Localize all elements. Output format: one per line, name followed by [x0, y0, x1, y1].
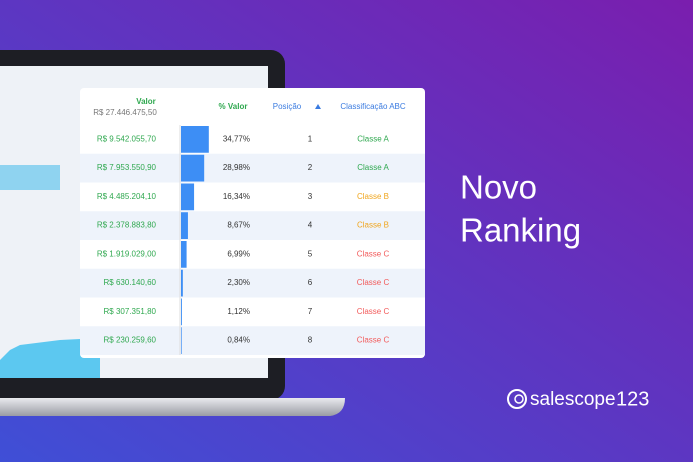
cell-class: Classe A [357, 134, 389, 143]
cell-position: 2 [308, 163, 313, 172]
cell-valor: R$ 9.542.055,70 [97, 134, 157, 143]
share-bar [181, 327, 182, 354]
sort-icon[interactable] [315, 104, 321, 109]
cell-class: Classe C [357, 249, 390, 258]
logo-icon-inner [514, 394, 524, 404]
share-bar [181, 298, 182, 326]
cell-class: Classe A [357, 163, 389, 172]
cell-position: 1 [308, 134, 313, 143]
cell-position: 4 [308, 221, 313, 230]
cell-share: 34,77% [223, 134, 250, 143]
cell-share: 8,67% [227, 221, 250, 230]
laptop-base [0, 398, 345, 416]
cell-class: Classe B [357, 221, 389, 230]
screen-area [0, 338, 100, 378]
cell-valor: R$ 4.485.204,10 [97, 192, 157, 201]
cell-share: 2,30% [227, 278, 250, 287]
cell-share: 28,98% [223, 163, 250, 172]
cell-position: 8 [308, 336, 313, 345]
share-bar [181, 269, 183, 297]
headline-line1: Novo [460, 169, 537, 206]
cell-class: Classe C [357, 336, 390, 345]
share-bar [181, 154, 205, 182]
header-position: Posição [273, 102, 302, 111]
cell-position: 6 [308, 278, 313, 287]
share-bar [181, 126, 209, 153]
cell-share: 6,99% [227, 249, 250, 258]
cell-valor: R$ 630.140,60 [104, 278, 157, 287]
headline-line2: Ranking [460, 212, 581, 249]
row-background [80, 268, 425, 298]
row-background [80, 211, 425, 240]
row-background [80, 153, 425, 183]
cell-valor: R$ 7.953.550,90 [97, 163, 157, 172]
cell-share: 1,12% [227, 307, 250, 316]
share-bar [181, 212, 188, 239]
screen-chart [0, 165, 60, 190]
logo-suffix: 123 [616, 388, 649, 410]
cell-position: 7 [308, 307, 313, 316]
cell-class: Classe C [357, 278, 390, 287]
header-total: R$ 27.446.475,50 [93, 108, 157, 117]
cell-share: 0,84% [227, 336, 250, 345]
table-body: R$ 9.542.055,70 34,77% 1 Classe A R$ 7.953.5… [80, 126, 425, 355]
share-bar [181, 183, 195, 211]
header-valor: Valor [136, 97, 156, 106]
cell-class: Classe B [357, 192, 389, 201]
cell-position: 5 [308, 249, 313, 258]
header-class: Classificação ABC [340, 102, 406, 111]
cell-class: Classe C [357, 307, 390, 316]
row-background [80, 326, 425, 355]
cell-valor: R$ 1.919.029,00 [97, 249, 157, 258]
cell-valor: R$ 2.378.883,80 [97, 221, 157, 230]
logo-name: salescope [530, 389, 616, 410]
share-bar [181, 241, 187, 268]
cell-share: 16,34% [223, 192, 250, 201]
header-share: % Valor [219, 102, 248, 111]
cell-position: 3 [308, 192, 313, 201]
cell-valor: R$ 307.351,80 [104, 307, 157, 316]
logo-icon [507, 389, 527, 409]
cell-valor: R$ 230.259,60 [104, 336, 157, 345]
